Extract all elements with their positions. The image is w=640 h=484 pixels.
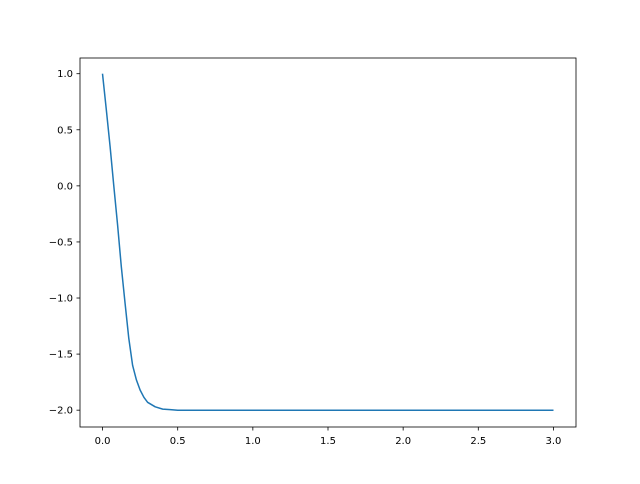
- plot-frame: [79, 57, 577, 428]
- x-tick-label: 1.5: [320, 436, 336, 447]
- x-tick-label: 2.5: [470, 436, 486, 447]
- y-tick-label: −0.5: [49, 237, 73, 248]
- y-tick-label: 0.5: [57, 125, 73, 136]
- x-tick-label: 2.0: [395, 436, 411, 447]
- y-tick-label: −2.0: [49, 406, 73, 417]
- y-tick-label: −1.5: [49, 350, 73, 361]
- x-tick-label: 3.0: [546, 436, 562, 447]
- y-tick-label: −1.0: [49, 294, 73, 305]
- x-tick-label: 0.5: [170, 436, 186, 447]
- x-tick-label: 0.0: [95, 436, 111, 447]
- x-tick-label: 1.0: [245, 436, 261, 447]
- y-tick-label: 1.0: [57, 69, 73, 80]
- series-line: [101, 73, 554, 411]
- y-tick-label: 0.0: [57, 181, 73, 192]
